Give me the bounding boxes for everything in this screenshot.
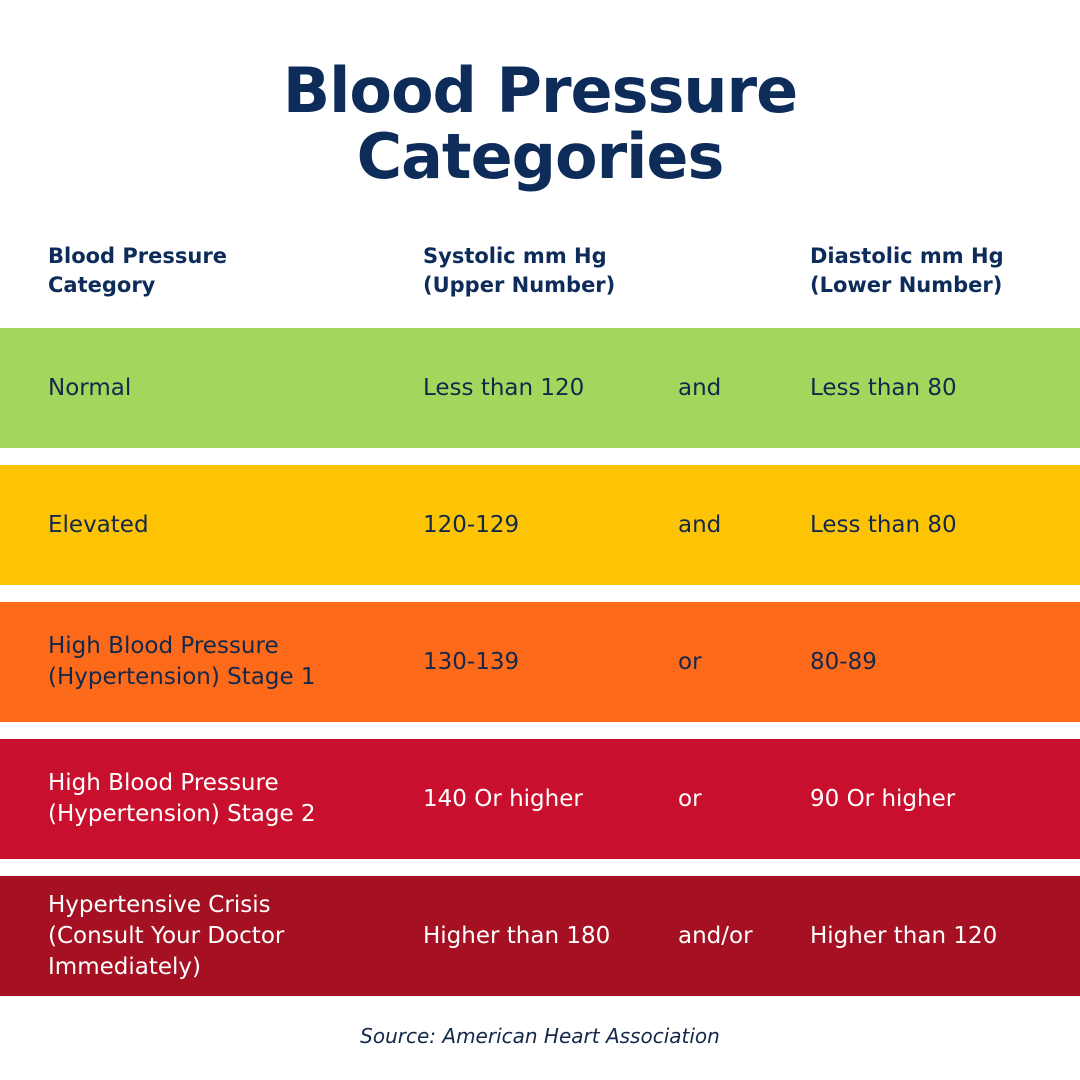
row-category-line: High Blood Pressure [48,770,279,796]
header-systolic-line-2: (Upper Number) [423,273,616,297]
table-row-elevated: Elevated 120-129 and Less than 80 [0,465,1080,585]
header-diastolic-line-1: Diastolic mm Hg [810,244,1004,268]
header-diastolic-line-2: (Lower Number) [810,273,1003,297]
header-systolic: Systolic mm Hg (Upper Number) [423,242,615,300]
row-category: Normal [48,328,408,448]
row-category-line: Normal [48,374,132,401]
row-category: Hypertensive Crisis (Consult Your Doctor… [48,876,408,996]
row-systolic: Higher than 180 [423,922,611,949]
row-systolic: 140 Or higher [423,785,583,812]
header-systolic-line-1: Systolic mm Hg [423,244,607,268]
row-diastolic: Less than 80 [810,374,957,401]
row-diastolic: 90 Or higher [810,785,956,812]
row-systolic: 120-129 [423,511,520,538]
table-row-normal: Normal Less than 120 and Less than 80 [0,328,1080,448]
row-connector: and [678,511,722,538]
row-systolic: Less than 120 [423,374,585,401]
row-category-line: High Blood Pressure [48,633,279,659]
header-diastolic: Diastolic mm Hg (Lower Number) [810,242,1004,300]
header-category-line-1: Blood Pressure [48,244,227,268]
row-category-line: Elevated [48,511,149,538]
header-category-line-2: Category [48,273,156,297]
table-row-stage-2: High Blood Pressure (Hypertension) Stage… [0,739,1080,859]
page-title: Blood Pressure Categories [0,58,1080,190]
row-diastolic: Higher than 120 [810,922,998,949]
row-category: High Blood Pressure (Hypertension) Stage… [48,602,408,722]
table-row-stage-1: High Blood Pressure (Hypertension) Stage… [0,602,1080,722]
title-line-1: Blood Pressure [282,54,798,127]
header-category: Blood Pressure Category [48,242,227,300]
row-connector: or [678,785,702,812]
row-category: High Blood Pressure (Hypertension) Stage… [48,739,408,859]
table-row-crisis: Hypertensive Crisis (Consult Your Doctor… [0,876,1080,996]
row-diastolic: Less than 80 [810,511,957,538]
source-citation: Source: American Heart Association [360,1024,720,1048]
row-connector: and/or [678,922,753,949]
row-category: Elevated [48,465,408,585]
title-line-2: Categories [356,120,725,193]
row-diastolic: 80-89 [810,648,877,675]
row-category-line: (Hypertension) Stage 1 [48,664,316,690]
row-category-line: (Hypertension) Stage 2 [48,801,316,827]
row-connector: and [678,374,722,401]
row-systolic: 130-139 [423,648,520,675]
row-category-line: (Consult Your Doctor [48,922,285,949]
row-connector: or [678,648,702,675]
row-category-line: Hypertensive Crisis [48,891,271,918]
row-category-line: Immediately) [48,953,201,980]
table-header: Blood Pressure Category Systolic mm Hg (… [0,242,1080,312]
